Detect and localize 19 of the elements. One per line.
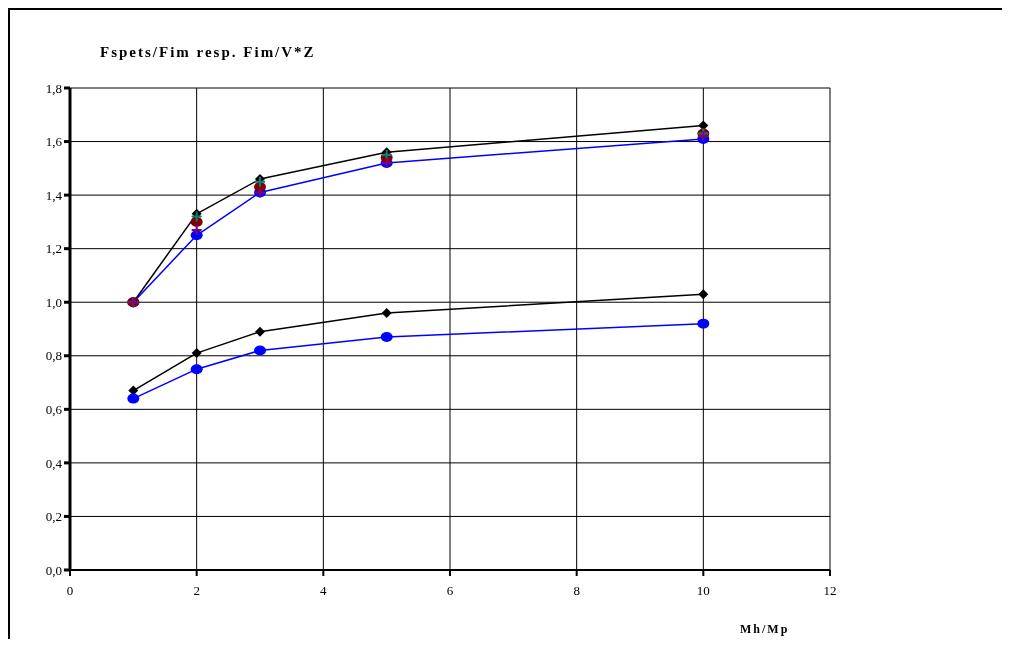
x-tick-label: 12 — [823, 583, 837, 599]
chart-title: Fspets/Fim resp. Fim/V*Z — [100, 44, 316, 61]
y-tick-label: 0,8 — [45, 348, 62, 364]
x-tick-label: 10 — [696, 583, 710, 599]
x-tick-label: 6 — [446, 583, 454, 599]
x-tick-label: 8 — [573, 583, 580, 599]
y-tick-label: 1,8 — [45, 80, 62, 96]
y-tick-label: 0,6 — [45, 401, 63, 417]
y-tick-label: 0,2 — [45, 509, 62, 525]
y-tick-label: 1,0 — [45, 294, 62, 310]
y-tick-label: 1,2 — [45, 241, 62, 257]
y-tick-label: 1,6 — [45, 134, 63, 150]
y-tick-label: 0,0 — [45, 562, 62, 578]
y-tick-label: 1,4 — [45, 187, 63, 203]
y-tick-label: 0,4 — [45, 455, 63, 471]
x-axis-title: Mh/Mp — [740, 622, 790, 637]
x-tick-label: 2 — [193, 583, 200, 599]
x-tick-label: 4 — [320, 583, 328, 599]
x-tick-label: 0 — [66, 583, 74, 599]
